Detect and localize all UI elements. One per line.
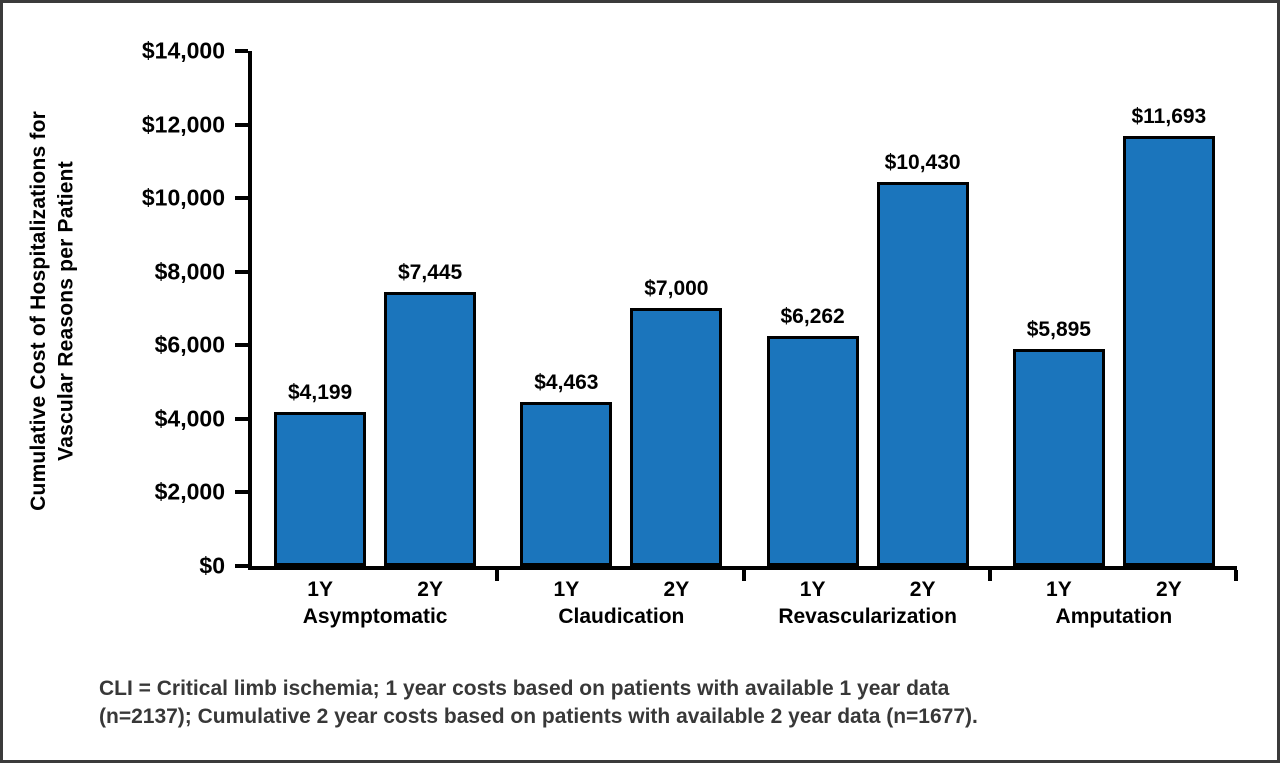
footnote-line-2: (n=2137); Cumulative 2 year costs based … (99, 705, 978, 729)
bar-with-label: $4,199 (274, 51, 367, 566)
category-label-row: 1Y 2Y (991, 578, 1237, 602)
y-tick-mark (235, 196, 248, 201)
y-tick-label: $12,000 (141, 111, 225, 138)
bar-category-label: 1Y (799, 578, 826, 601)
bar (1012, 349, 1105, 566)
bar (274, 412, 367, 566)
y-axis-title-line-2: Vascular Reasons per Patient (54, 160, 77, 461)
x-axis-tick (1234, 570, 1238, 581)
bar-value-label: $7,000 (644, 277, 709, 300)
bar-category-label: 2Y (909, 578, 936, 601)
y-tick-mark (235, 490, 248, 495)
bar-with-label: $6,262 (766, 51, 859, 566)
y-tick-mark (235, 122, 248, 127)
bar-category-label: 1Y (1046, 578, 1072, 601)
y-tick-mark (235, 564, 248, 568)
y-tick-label: $6,000 (154, 331, 225, 358)
category-label-row: 1Y 2Y (498, 578, 744, 602)
bar-value-label: $11,693 (1131, 105, 1207, 128)
plot-area: $4,199 $7,445 $4,463 $7,000 $6,262 $10,430 $5,… (248, 51, 1238, 581)
x-axis-tick (495, 570, 500, 581)
bar-groups: $4,199 $7,445 $4,463 $7,000 $6,262 $10,430 $5,… (252, 51, 1237, 566)
group-name: Asymptomatic (302, 605, 448, 628)
group-labels: 1Y 2Y Claudication (498, 578, 744, 629)
bar-category-label: 2Y (1156, 578, 1182, 601)
bar-category-label: 1Y (307, 578, 333, 601)
y-axis-title-line-1: Cumulative Cost of Hospitalizations for (26, 110, 50, 511)
bar (766, 336, 859, 566)
bar-with-label: $10,430 (876, 51, 969, 566)
y-axis-title: Cumulative Cost of Hospitalizations for … (21, 51, 83, 570)
y-tick-label: $0 (199, 552, 225, 579)
group-name: Claudication (558, 605, 685, 628)
group-labels: 1Y 2Y Asymptomatic (252, 578, 498, 629)
bar-group: $4,199 $7,445 (252, 51, 498, 566)
bar-chart: Cumulative Cost of Hospitalizations for … (21, 38, 1277, 629)
y-tick-label: $14,000 (141, 37, 225, 64)
y-axis: $14,000 $12,000 $10,000 $8,000 $6,000 $4,000 $… (83, 38, 248, 579)
footnote-line-1: CLI = Critical limb ischemia; 1 year cos… (99, 677, 950, 700)
bar (384, 292, 477, 566)
bar-category-label: 2Y (417, 578, 443, 601)
bar-with-label: $7,000 (630, 51, 723, 566)
bar-value-label: $10,430 (884, 151, 961, 174)
bar-group: $6,262 $10,430 (745, 51, 991, 566)
bar-value-label: $5,895 (1026, 318, 1091, 341)
bar (630, 308, 723, 566)
bar-value-label: $4,199 (288, 381, 353, 404)
y-tick-label: $2,000 (154, 478, 225, 505)
y-tick-mark (235, 269, 248, 274)
x-axis-tick (741, 570, 746, 581)
bar-with-label: $4,463 (520, 51, 613, 566)
bar (876, 182, 969, 566)
y-tick-mark (235, 416, 248, 421)
footnote: CLI = Critical limb ischemia; 1 year cos… (99, 675, 1237, 732)
y-tick-label: $4,000 (154, 405, 225, 432)
bar-with-label: $7,445 (384, 51, 477, 566)
bar-value-label: $7,445 (398, 261, 463, 284)
bar (1122, 136, 1215, 566)
bar-category-label: 1Y (553, 578, 580, 601)
group-labels: 1Y 2Y Amputation (991, 578, 1237, 629)
bar-group: $5,895 $11,693 (991, 51, 1237, 566)
bar-value-label: $6,262 (780, 305, 845, 328)
bar-category-label: 2Y (663, 578, 690, 601)
bar-group: $4,463 $7,000 (498, 51, 744, 566)
group-labels: 1Y 2Y Revascularization (745, 578, 991, 629)
group-name: Amputation (1055, 605, 1173, 628)
bar-with-label: $5,895 (1012, 51, 1105, 566)
category-label-row: 1Y 2Y (745, 578, 991, 602)
category-label-row: 1Y 2Y (252, 578, 498, 602)
bar-with-label: $11,693 (1122, 51, 1215, 566)
y-tick-label: $8,000 (154, 258, 225, 285)
group-name: Revascularization (778, 605, 957, 628)
x-axis-tick (987, 570, 992, 581)
x-axis-labels: 1Y 2Y Asymptomatic 1Y 2Y Claudication 1Y 2Y Reva… (248, 578, 1237, 629)
bar (520, 402, 613, 566)
bar-value-label: $4,463 (534, 371, 599, 394)
y-tick-mark (235, 49, 248, 53)
y-axis-title-text: Cumulative Cost of Hospitalizations for … (25, 111, 80, 511)
y-tick-mark (235, 343, 248, 348)
y-tick-label: $10,000 (141, 184, 225, 211)
